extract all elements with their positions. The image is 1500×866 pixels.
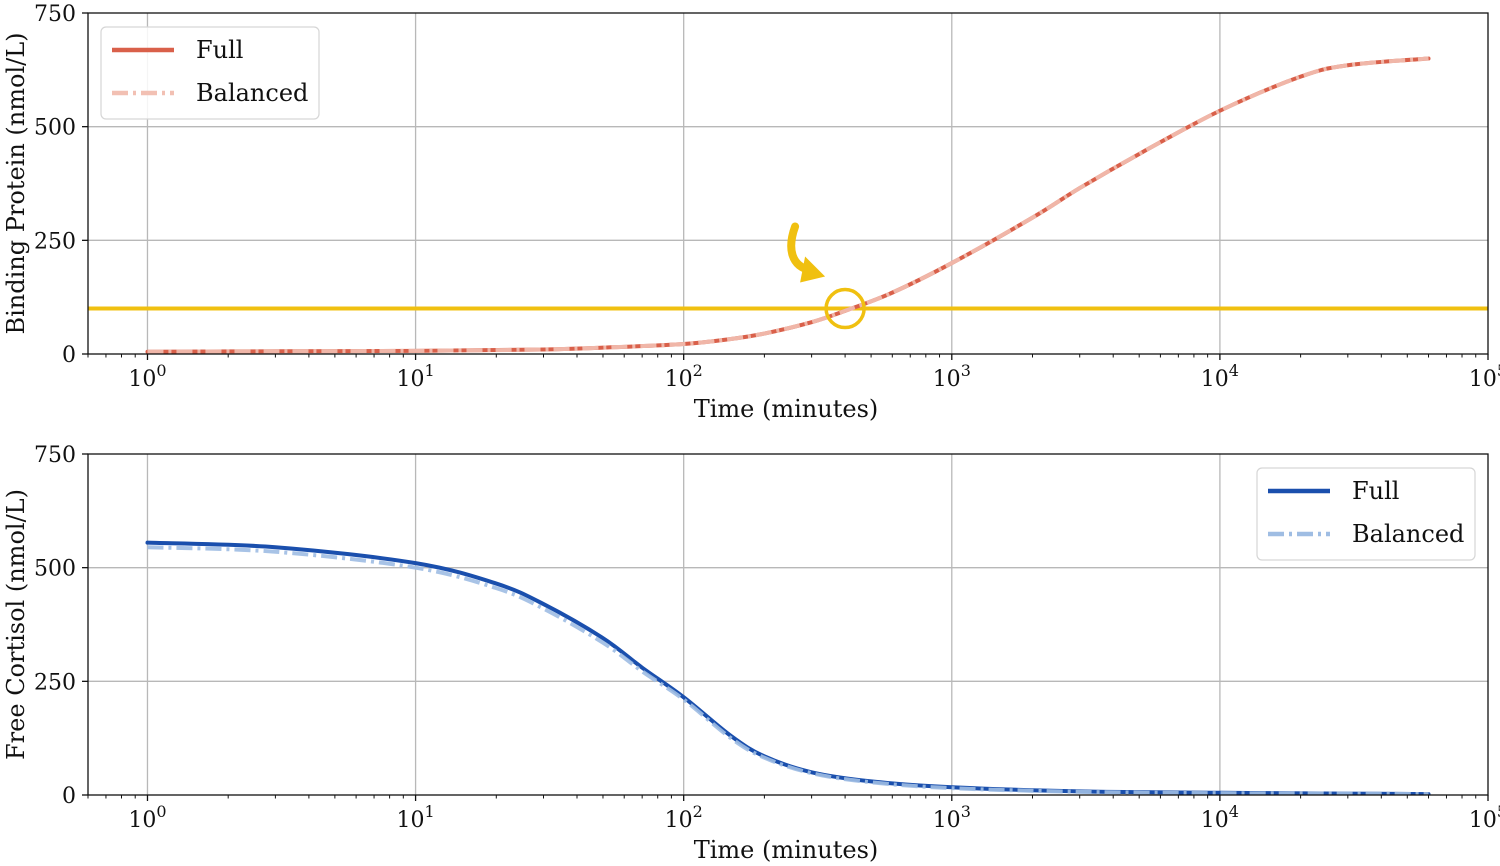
y-tick-label: 0 (62, 784, 76, 809)
series-group (145, 56, 1431, 354)
highlight-circle (824, 287, 866, 330)
x-tick-label: 101 (396, 802, 434, 833)
y-tick-label: 500 (34, 557, 76, 582)
x-tick-label: 103 (933, 802, 971, 833)
plot-frame (87, 12, 1489, 355)
y-tick-label: 250 (34, 229, 76, 254)
series-line-full (145, 540, 1431, 795)
legend-label-full: Full (196, 36, 243, 64)
x-tick-label: 102 (665, 361, 703, 392)
x-tick-label: 104 (1201, 361, 1239, 392)
x-tick-label: 105 (1469, 361, 1500, 392)
x-tick-label: 101 (396, 361, 434, 392)
x-tick-label: 105 (1469, 802, 1500, 833)
x-axis-title: Time (minutes) (694, 395, 879, 423)
x-tick-label: 102 (665, 802, 703, 833)
series-line-balanced (147, 545, 1429, 795)
series-line-balanced (147, 56, 1429, 354)
legend-label-full: Full (1352, 477, 1399, 505)
y-tick-label: 250 (34, 670, 76, 695)
legend: Full Balanced (100, 26, 320, 120)
arrow-head (800, 256, 826, 283)
legend-label-balanced: Balanced (1352, 520, 1464, 548)
legend-label-balanced: Balanced (196, 79, 308, 107)
y-axis-title: Free Cortisol (nmol/L) (2, 489, 30, 760)
x-tick-label: 100 (128, 802, 166, 833)
chart-panel-2: 100 101 102 103 104 105 0 250 500 750 Time (minute… (2, 443, 1500, 864)
y-tick-label: 750 (34, 2, 76, 27)
y-tick-label: 750 (34, 443, 76, 468)
y-tick-label: 0 (62, 343, 76, 368)
x-tick-label: 103 (933, 361, 971, 392)
series-group (145, 540, 1431, 795)
y-axis-title: Binding Protein (nmol/L) (2, 32, 30, 334)
legend: Full Balanced (1256, 467, 1476, 561)
x-tick-label: 104 (1201, 802, 1239, 833)
chart-panel-1: 100 101 102 103 104 105 0 250 500 750 Time (minute… (2, 2, 1500, 423)
x-tick-label: 100 (128, 361, 166, 392)
y-tick-label: 500 (34, 116, 76, 141)
annotation-arrow (787, 222, 826, 283)
plot-frame (87, 453, 1489, 796)
x-axis-title: Time (minutes) (694, 836, 879, 864)
